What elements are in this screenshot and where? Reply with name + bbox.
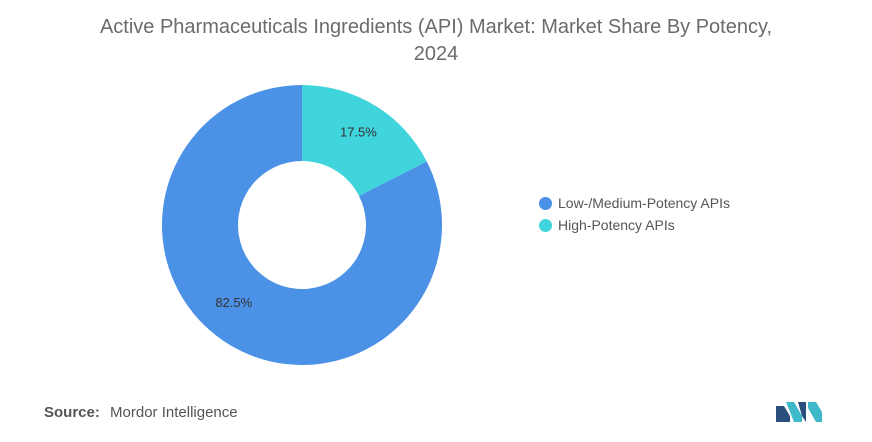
pie-slice-high-potency-apis[interactable] (302, 85, 427, 196)
mordor-intelligence-logo (776, 398, 822, 429)
legend-item-high-potency[interactable]: High-Potency APIs (539, 214, 730, 236)
legend-label-high-potency: High-Potency APIs (558, 217, 675, 233)
pie-slice-low-medium-potency-apis[interactable] (162, 85, 442, 365)
source-note: Source: Mordor Intelligence (44, 404, 238, 421)
chart-title: Active Pharmaceuticals Ingredients (API)… (60, 14, 812, 68)
legend-swatch-high-potency (539, 218, 552, 232)
chart-legend: Low-/Medium-Potency APIs High-Potency AP… (539, 192, 730, 236)
data-label-low-medium-potency-apis: 82.5% (215, 295, 252, 310)
data-label-high-potency-apis: 17.5% (340, 124, 377, 139)
legend-swatch-low-medium-potency (539, 196, 552, 210)
chart-title-line-2: 2024 (413, 43, 459, 65)
source-text: Mordor Intelligence (110, 404, 238, 421)
legend-item-low-medium-potency[interactable]: Low-/Medium-Potency APIs (539, 192, 730, 214)
legend-label-low-medium-potency: Low-/Medium-Potency APIs (558, 195, 730, 211)
chart-title-line-1: Active Pharmaceuticals Ingredients (API)… (99, 16, 773, 38)
source-label: Source: (44, 404, 100, 421)
